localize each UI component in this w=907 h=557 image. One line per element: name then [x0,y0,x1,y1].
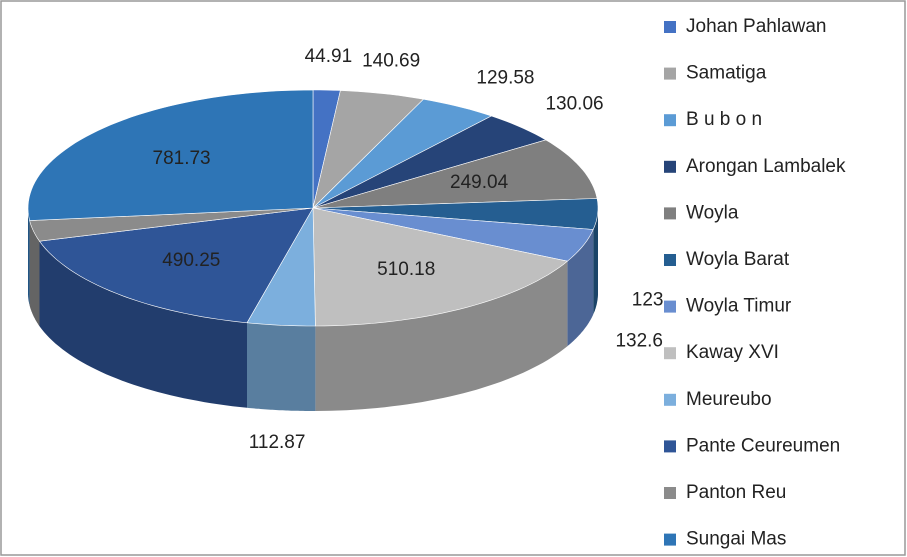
legend-swatch [664,114,676,127]
legend-label: Panton Reu [686,482,786,503]
data-label: 130.06 [545,94,603,115]
legend-swatch [664,67,676,80]
slice [246,206,316,327]
slice [27,89,314,221]
slice [312,139,598,209]
legend-swatch [664,207,676,220]
legend-label: Johan Pahlawan [686,16,827,37]
legend-label: B u b o n [686,109,762,130]
data-label: 249.04 [450,172,509,193]
legend-label: Kaway XVI [686,342,779,363]
slice [312,207,569,327]
legend-label: Arongan Lambalek [686,156,846,177]
slice-side [39,241,247,408]
legend-swatch [664,21,676,33]
legend-swatch [664,440,676,453]
slice-side [28,208,30,306]
data-label: 129.58 [476,67,534,88]
data-label: 781.73 [153,148,211,169]
slice-side [29,220,40,327]
slice-side [567,229,594,347]
data-label: 490.25 [162,250,220,271]
legend-label: Pante Ceureumen [686,435,840,456]
slice [38,207,314,324]
legend-swatch [664,160,676,173]
legend-swatch [664,254,676,266]
slice [312,90,425,209]
slice-side [247,322,316,411]
legend-swatch [664,393,676,406]
data-label: 132.6 [615,330,663,351]
slice [312,198,599,230]
data-label: 123 [632,290,664,311]
legend-swatch [664,300,676,313]
legend-label: Woyla Barat [686,249,790,270]
slice-side [593,208,598,315]
data-label: 140.69 [362,51,420,72]
legend-label: Woyla [686,202,739,223]
legend-label: Meureubo [686,389,772,410]
legend-label: Woyla Timur [686,296,792,317]
data-label: 510.18 [377,259,435,280]
slice [312,98,493,209]
legend-label: Samatiga [686,63,767,84]
slice [312,115,547,209]
slice [29,207,314,242]
data-label: 112.87 [249,432,306,453]
legend-label: Sungai Mas [686,529,786,550]
data-label: 44.91 [305,46,353,67]
legend-swatch [664,533,676,546]
legend-swatch [664,347,676,360]
legend-swatch [664,487,676,499]
slice-side [315,261,568,411]
slice [312,207,594,262]
